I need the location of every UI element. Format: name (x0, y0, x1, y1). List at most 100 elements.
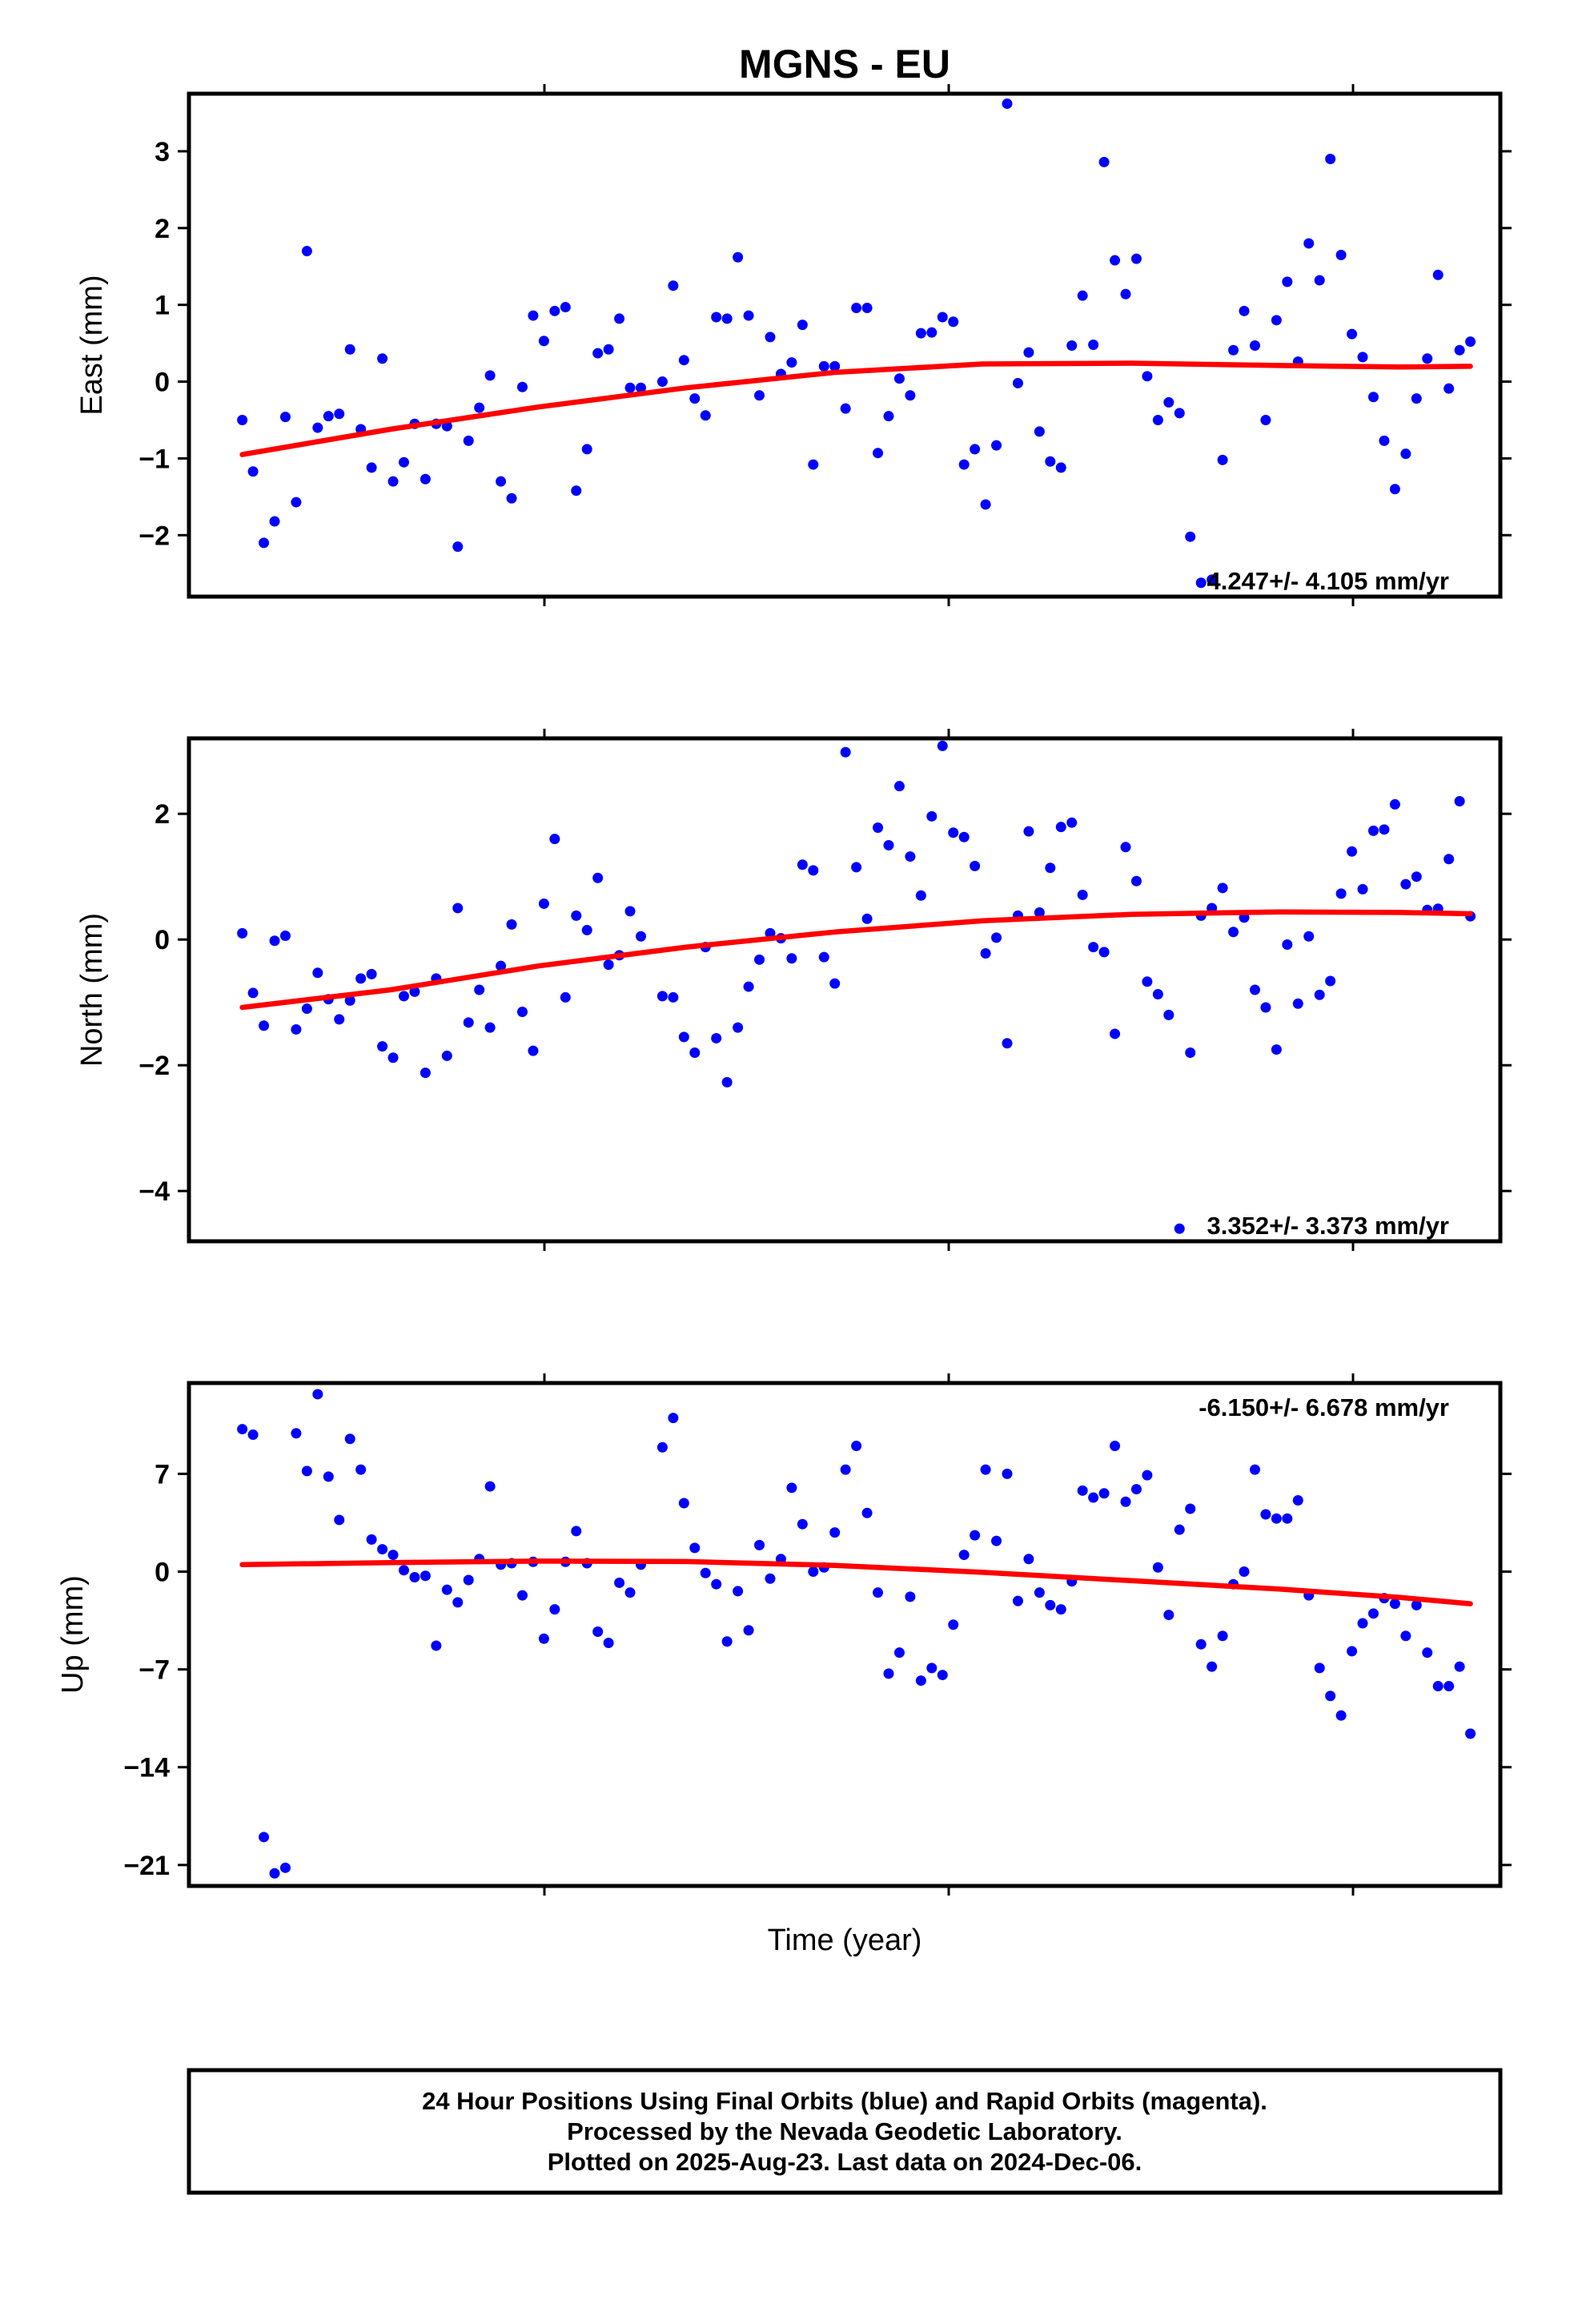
up-data-point (603, 1637, 614, 1648)
north-data-point (980, 947, 991, 959)
up-data-point (463, 1574, 474, 1586)
east-rate-label: 4.247+/- 4.105 mm/yr (1207, 567, 1449, 595)
up-data-point (861, 1507, 873, 1518)
up-data-point (851, 1441, 862, 1451)
east-data-point (948, 316, 959, 328)
up-data-point (323, 1471, 334, 1482)
north-data-point (1098, 947, 1110, 958)
east-data-point (808, 459, 819, 470)
up-data-point (689, 1542, 701, 1554)
north-data-point (668, 991, 679, 1003)
east-panel: −2 −1 0 1 2 3 East (mm) 4.247+/- 4.105 mm/yr (75, 84, 1512, 606)
north-data-point (1088, 942, 1099, 953)
north-ytick-label: 2 (155, 799, 170, 830)
north-data-point (269, 935, 280, 947)
east-data-point (991, 440, 1002, 451)
east-data-point (1367, 392, 1379, 403)
up-y-axis-label: Up (mm) (56, 1575, 90, 1694)
east-data-point (668, 280, 679, 292)
north-data-point (883, 839, 894, 850)
north-data-point (1443, 854, 1455, 865)
north-data-point (743, 981, 754, 992)
east-data-point (420, 473, 431, 485)
north-data-point (474, 984, 485, 995)
north-data-point (581, 924, 592, 935)
north-data-point (420, 1068, 431, 1079)
east-y-axis-label: East (mm) (75, 275, 109, 415)
north-data-point (1023, 826, 1034, 837)
north-data-point (958, 831, 970, 842)
east-data-point (1207, 574, 1218, 585)
north-data-point (1347, 846, 1358, 857)
up-data-point (291, 1428, 302, 1439)
up-data-point (377, 1544, 388, 1555)
north-y-axis-label: North (mm) (75, 913, 109, 1067)
north-data-point (528, 1045, 539, 1056)
north-data-point (797, 859, 808, 870)
north-data-point (689, 1047, 701, 1058)
east-data-point (861, 302, 873, 313)
up-data-point (1207, 1661, 1218, 1672)
east-data-point (937, 312, 948, 323)
north-data-point (1314, 989, 1325, 1000)
east-data-point (1411, 393, 1422, 404)
east-data-point (1454, 344, 1465, 356)
up-data-point (1152, 1562, 1163, 1573)
east-data-point (1045, 456, 1056, 467)
up-data-point (733, 1586, 744, 1597)
up-data-point (1077, 1485, 1088, 1496)
north-data-point (560, 991, 571, 1003)
up-data-point (937, 1670, 948, 1681)
east-data-point (323, 411, 334, 422)
east-ytick-label: 1 (155, 291, 170, 321)
up-data-point (711, 1578, 722, 1590)
up-data-point (905, 1591, 916, 1602)
east-data-point (1152, 414, 1163, 425)
up-data-point (1142, 1470, 1153, 1481)
north-trend-line (239, 909, 1473, 1011)
up-data-point (893, 1647, 905, 1659)
north-data-point (484, 1022, 496, 1033)
up-data-point (840, 1464, 851, 1475)
north-data-point (624, 906, 636, 917)
up-data-point (571, 1526, 582, 1537)
north-data-point (636, 931, 647, 942)
up-data-point (247, 1429, 259, 1441)
east-data-point (733, 251, 744, 263)
up-data-point (1400, 1630, 1411, 1642)
up-data-point (366, 1534, 377, 1545)
north-data-point (377, 1041, 388, 1052)
east-data-point (549, 305, 560, 316)
east-data-point (1379, 435, 1390, 446)
up-data-point (1411, 1599, 1422, 1610)
east-data-point (905, 390, 916, 401)
up-data-point (970, 1530, 981, 1541)
east-data-point (624, 382, 636, 393)
north-data-point (1271, 1044, 1282, 1055)
east-ytick-label: −2 (139, 521, 170, 551)
east-data-point (958, 459, 970, 470)
up-data-point (538, 1633, 549, 1644)
east-data-point (893, 373, 905, 384)
up-data-point (1088, 1492, 1099, 1503)
east-data-point (1443, 383, 1455, 394)
up-data-point (409, 1571, 420, 1582)
up-data-point (1130, 1484, 1142, 1495)
east-data-point (743, 310, 754, 321)
east-data-point (463, 435, 474, 446)
up-ytick-label: −7 (139, 1655, 170, 1686)
north-data-point (247, 987, 259, 999)
up-data-point (765, 1573, 776, 1584)
east-data-point (377, 353, 388, 364)
east-data-point (398, 456, 409, 468)
up-data-point (516, 1590, 528, 1601)
east-data-point (873, 448, 884, 459)
north-data-point (1303, 931, 1315, 942)
north-data-point (1066, 817, 1078, 828)
up-data-point (1185, 1503, 1196, 1514)
east-data-point (528, 310, 539, 321)
up-data-point (1347, 1646, 1358, 1657)
footer-line-orbits: 24 Hour Positions Using Final Orbits (bl… (422, 2087, 1267, 2115)
north-data-point (733, 1022, 744, 1033)
